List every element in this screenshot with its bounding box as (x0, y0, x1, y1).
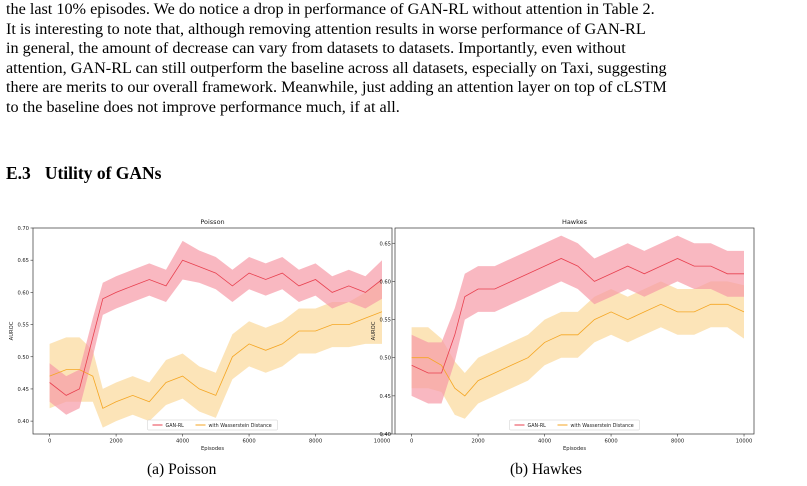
y-tick-label: 0.60 (17, 290, 29, 296)
y-tick-label: 0.65 (17, 258, 29, 264)
gan-rl-line (49, 259, 383, 396)
paragraph-line: there are merits to our overall framewor… (6, 78, 667, 97)
y-tick-label: 0.40 (379, 432, 391, 438)
y-tick-label: 0.45 (17, 387, 29, 393)
x-tick-label: 4000 (176, 439, 189, 445)
legend: GAN-RL with Wasserstein Distance (509, 419, 640, 431)
wasserstein-line (49, 311, 383, 409)
x-tick-label: 8000 (309, 439, 322, 445)
y-tick-label: 0.40 (17, 419, 29, 425)
legend-label-gan-rl: GAN-RL (166, 423, 185, 429)
x-tick-label: 8000 (671, 439, 684, 445)
y-tick-label: 0.50 (17, 355, 29, 361)
x-axis-label: Episodes (201, 446, 224, 452)
y-tick-label: 0.60 (379, 279, 391, 285)
y-tick-label: 0.55 (17, 323, 29, 329)
wasserstein-confidence-band (49, 279, 382, 428)
wasserstein-confidence-band (411, 281, 744, 419)
wasserstein-line (411, 303, 745, 397)
paragraph-line: to the baseline does not improve perform… (6, 97, 400, 116)
chart-title: Hawkes (562, 218, 588, 226)
gan-rl-confidence-band (49, 240, 382, 415)
legend: GAN-RL with Wasserstein Distance (147, 419, 278, 431)
x-tick-label: 2000 (110, 439, 123, 445)
section-title: Utility of GANs (44, 163, 162, 183)
y-tick-label: 0.70 (17, 226, 29, 232)
body-paragraph: the last 10% episodes. We do notice a dr… (6, 0, 802, 118)
y-axis-label: AUROC (371, 321, 377, 340)
x-tick-label: 10000 (374, 439, 391, 445)
hawkes-chart: Hawkes 0.40 0.45 0.50 0.55 0.60 0.65 0 2000 4000 6… (371, 218, 755, 452)
legend-label-gan-rl: GAN-RL (528, 423, 547, 429)
x-tick-label: 0 (48, 439, 51, 445)
x-axis-label: Episodes (563, 446, 586, 452)
y-tick-label: 0.45 (379, 394, 391, 400)
x-tick-label: 0 (410, 439, 413, 445)
paragraph-line: attention, GAN-RL can still outperform t… (6, 58, 667, 77)
x-tick-label: 2000 (472, 439, 485, 445)
x-tick-label: 6000 (604, 439, 617, 445)
x-tick-label: 10000 (736, 439, 753, 445)
x-tick-label: 6000 (242, 439, 255, 445)
legend-label-wasserstein: with Wasserstein Distance (209, 423, 272, 429)
caption-hawkes: (b) Hawkes (510, 461, 582, 478)
gan-rl-confidence-band (411, 235, 744, 404)
paragraph-line: in general, the amount of decrease can v… (6, 39, 626, 58)
paragraph-line: It is interesting to note that, although… (6, 19, 646, 38)
gan-rl-line (411, 258, 744, 374)
y-tick-label: 0.55 (379, 318, 391, 324)
paragraph-line: the last 10% episodes. We do notice a dr… (6, 0, 655, 18)
poisson-chart: Poisson 0.40 0.45 0.50 0.55 0.60 0.65 0.70 0 2000… (9, 218, 393, 452)
y-tick-label: 0.65 (379, 241, 391, 247)
y-tick-label: 0.50 (379, 356, 391, 362)
legend-box (147, 419, 278, 431)
y-axis-label: AUROC (9, 321, 15, 340)
legend-label-wasserstein: with Wasserstein Distance (571, 423, 634, 429)
chart-title: Poisson (200, 218, 224, 226)
caption-poisson: (a) Poisson (147, 461, 217, 478)
section-heading: E.3 Utility of GANs (6, 163, 161, 184)
section-number: E.3 (6, 163, 31, 183)
legend-box (509, 419, 640, 431)
x-tick-label: 4000 (538, 439, 551, 445)
